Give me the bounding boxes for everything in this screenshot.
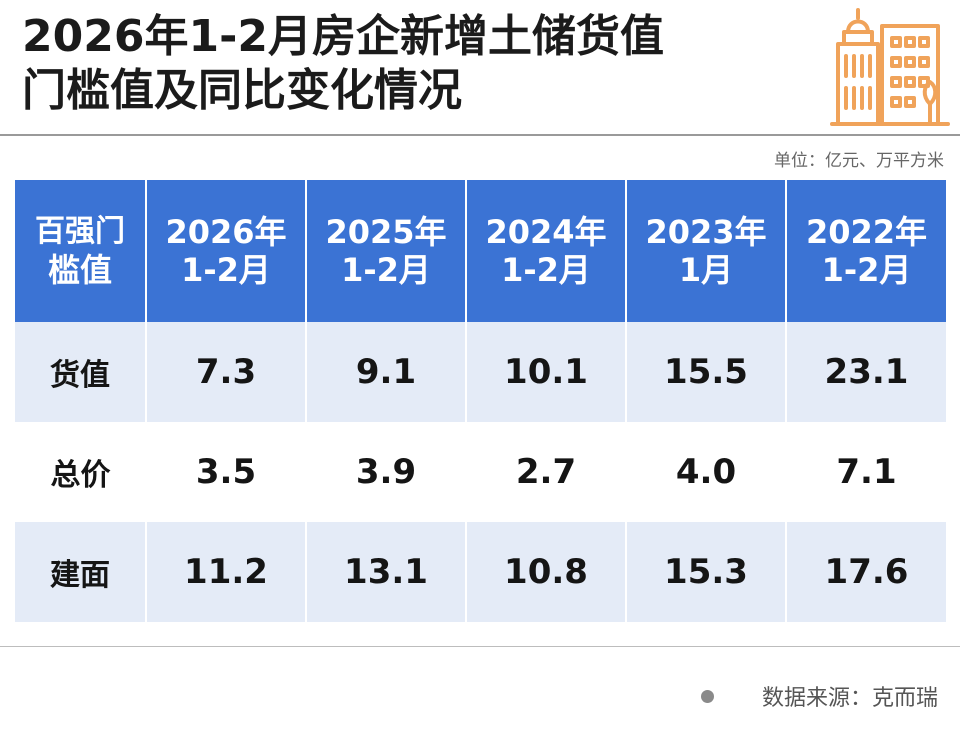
threshold-table: 百强门 槛值 2026年 1-2月 2025年 1-2月 2024年 1-2月 … (14, 180, 946, 622)
source-note: 数据来源：克而瑞 (700, 680, 938, 712)
row-label: 货值 (15, 322, 146, 422)
table-row-total-price: 总价 3.5 3.9 2.7 4.0 7.1 (14, 422, 946, 522)
unit-label: 单位：亿元、万平方米 (774, 151, 944, 171)
table-row-floor-area: 建面 11.2 13.1 10.8 15.3 17.6 (15, 522, 946, 622)
column-header-year: 2024年 (485, 213, 607, 251)
column-header-2024: 2024年 1-2月 (465, 180, 626, 322)
column-header-year: 2023年 (645, 213, 767, 251)
corner-header: 百强门 槛值 (15, 180, 146, 322)
table-cell: 2.7 (465, 422, 626, 522)
title-line-2: 门槛值及同比变化情况 (22, 65, 462, 116)
column-header-year: 2026年 (165, 213, 287, 251)
column-header-year: 2022年 (805, 213, 928, 251)
table-cell: 9.1 (305, 322, 466, 422)
column-header-2022: 2022年 1-2月 (785, 180, 946, 322)
table-cell: 17.6 (785, 522, 946, 622)
table-cell: 7.1 (785, 422, 946, 522)
column-header-period: 1-2月 (181, 251, 271, 289)
title-line-1: 2026年1-2月房企新增土储货值 (22, 11, 664, 62)
table-cell: 23.1 (785, 322, 946, 422)
table-cell: 15.3 (625, 522, 786, 622)
table-cell: 3.9 (305, 422, 466, 522)
column-header-2026: 2026年 1-2月 (145, 180, 306, 322)
column-header-2023: 2023年 1月 (625, 180, 786, 322)
table-cell: 10.1 (465, 322, 626, 422)
table-cell: 3.5 (145, 422, 306, 522)
column-header-year: 2025年 (325, 213, 447, 251)
bullet-dot (700, 689, 714, 703)
column-header-period: 1-2月 (821, 251, 912, 289)
corner-header-line-2: 槛值 (47, 251, 112, 289)
source-text: 数据来源：克而瑞 (761, 686, 938, 711)
table-cell: 15.5 (625, 322, 786, 422)
table-cell: 4.0 (625, 422, 786, 522)
table-cell: 13.1 (305, 522, 466, 622)
page-title: 2026年1-2月房企新增土储货值 门槛值及同比变化情况 (22, 10, 822, 118)
table-header-row: 百强门 槛值 2026年 1-2月 2025年 1-2月 2024年 1-2月 … (15, 180, 946, 322)
title-divider (0, 134, 960, 136)
table-row-goods-value: 货值 7.3 9.1 10.1 15.5 23.1 (15, 322, 946, 422)
column-header-period: 1月 (678, 251, 734, 289)
column-header-period: 1-2月 (501, 251, 591, 289)
table-cell: 10.8 (465, 522, 626, 622)
column-header-period: 1-2月 (341, 251, 431, 289)
table-cell: 7.3 (145, 322, 306, 422)
row-label: 建面 (15, 522, 146, 622)
table-cell: 11.2 (145, 522, 306, 622)
footer-divider (0, 646, 960, 647)
row-label: 总价 (14, 422, 146, 522)
column-header-2025: 2025年 1-2月 (305, 180, 466, 322)
building-icon (830, 8, 950, 126)
corner-header-line-1: 百强门 (35, 214, 125, 249)
